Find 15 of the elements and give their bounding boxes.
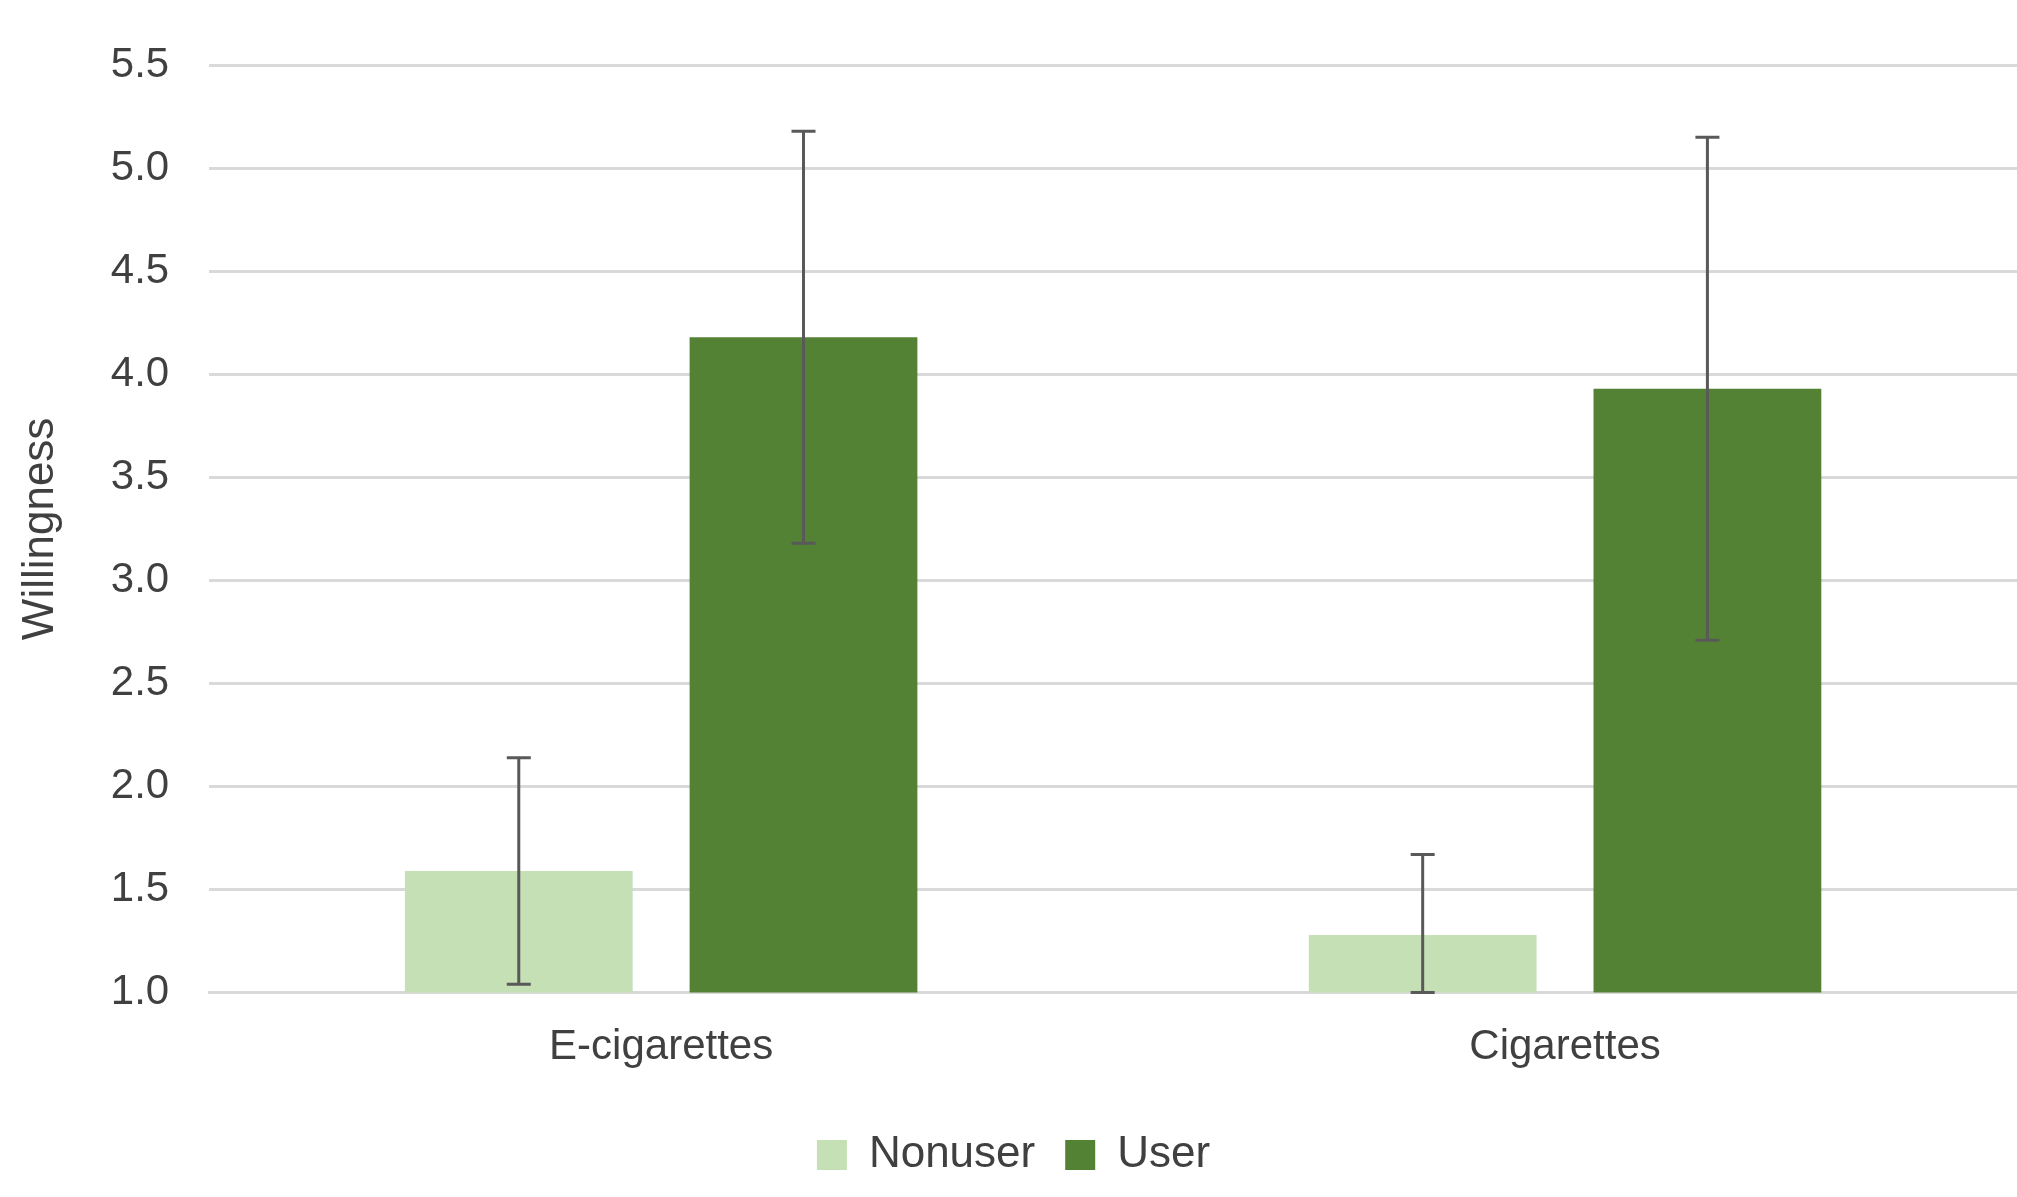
- legend-label: User: [1117, 1127, 1211, 1177]
- y-tick-label: 3.5: [110, 450, 170, 498]
- x-tick-label: Cigarettes: [1469, 1021, 1661, 1069]
- legend-label: Nonuser: [868, 1127, 1036, 1177]
- y-tick-label: 5.5: [110, 38, 170, 86]
- y-tick-label: 5.0: [110, 141, 170, 189]
- y-tick-label: 2.0: [110, 760, 170, 808]
- y-tick-label: 2.5: [110, 657, 170, 705]
- y-tick-label: 3.0: [110, 554, 170, 601]
- y-tick-label: 1.5: [110, 863, 170, 911]
- y-tick-label: 4.0: [110, 347, 170, 395]
- x-tick-label: E-cigarettes: [549, 1021, 774, 1069]
- y-axis-title: Willingness: [12, 417, 62, 641]
- y-tick-label: 4.5: [110, 244, 170, 292]
- y-tick-label: 1.0: [110, 966, 170, 1014]
